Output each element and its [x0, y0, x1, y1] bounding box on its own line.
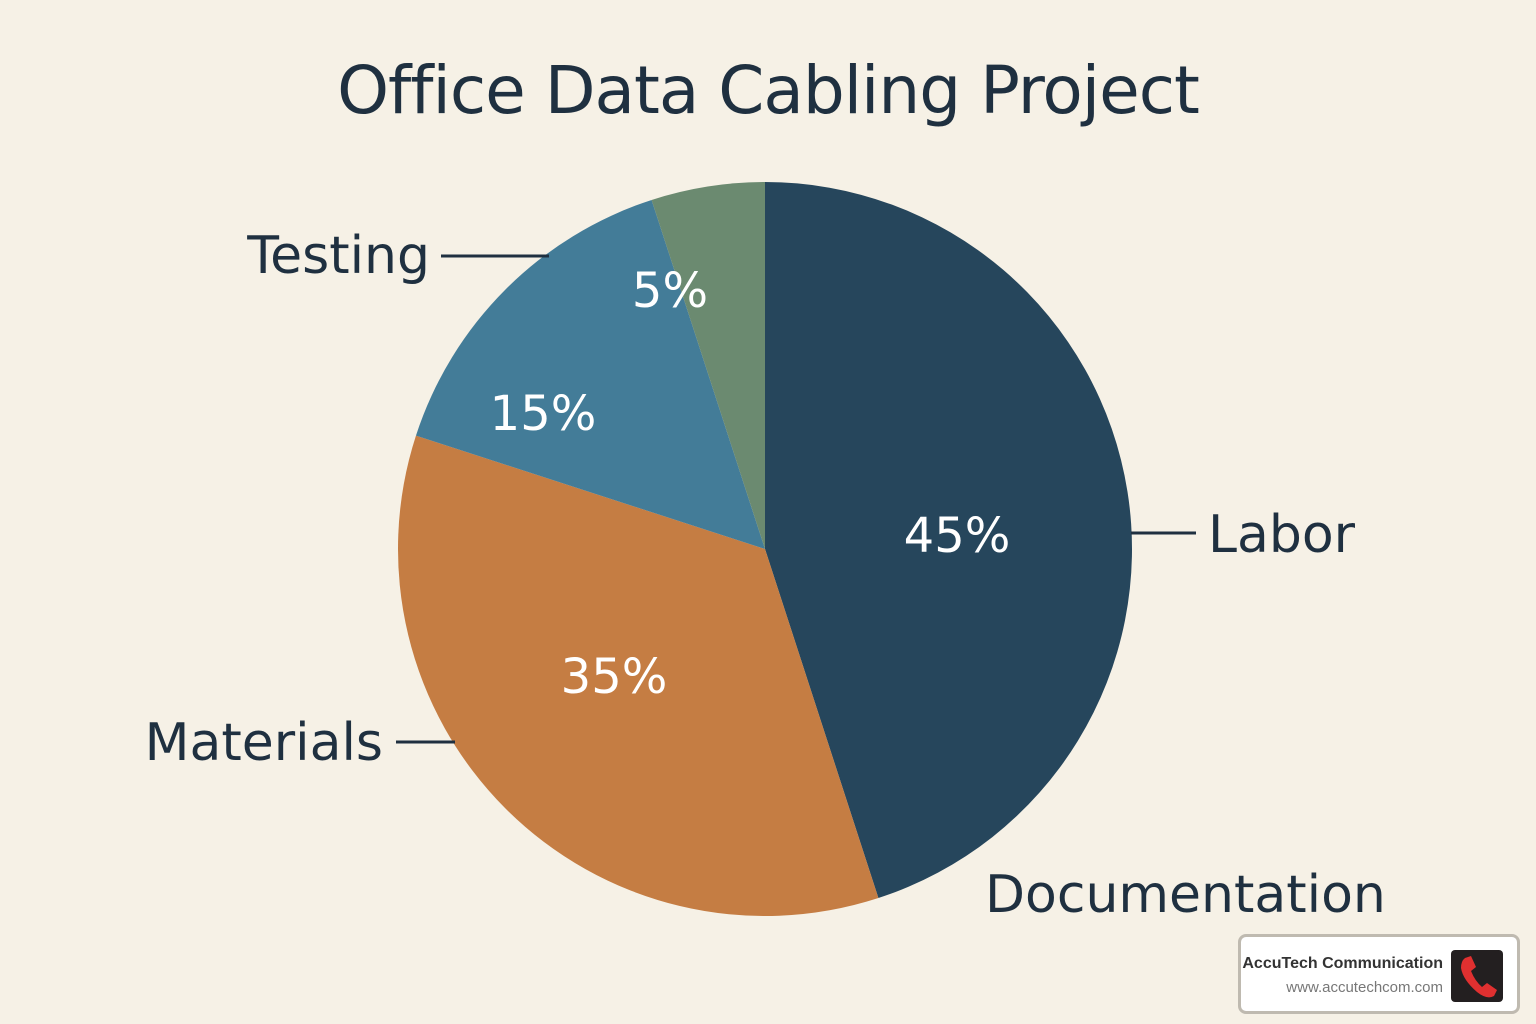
- label-testing: Testing: [246, 226, 430, 286]
- pie-slice-slice-2: [415, 199, 765, 549]
- pie-slice-slice-3: [651, 182, 765, 549]
- pie-slice-labor: [765, 182, 1132, 899]
- data-label-2: 15%: [490, 386, 597, 442]
- data-label-3: 5%: [632, 263, 708, 319]
- label-materials: Materials: [145, 713, 383, 773]
- logo-company-name: AccuTech Communication: [1242, 955, 1443, 972]
- pie-slice-materials: [398, 435, 879, 916]
- data-label-1: 35%: [561, 649, 668, 705]
- chart-title: Office Data Cabling Project: [337, 52, 1200, 129]
- label-labor: Labor: [1208, 505, 1356, 565]
- phone-icon: [1451, 950, 1503, 1002]
- logo-url: www.accutechcom.com: [1286, 979, 1443, 996]
- company-logo-badge: AccuTech Communication www.accutechcom.c…: [1238, 934, 1520, 1014]
- label-documentation: Documentation: [985, 865, 1386, 925]
- data-label-0: 45%: [904, 508, 1011, 564]
